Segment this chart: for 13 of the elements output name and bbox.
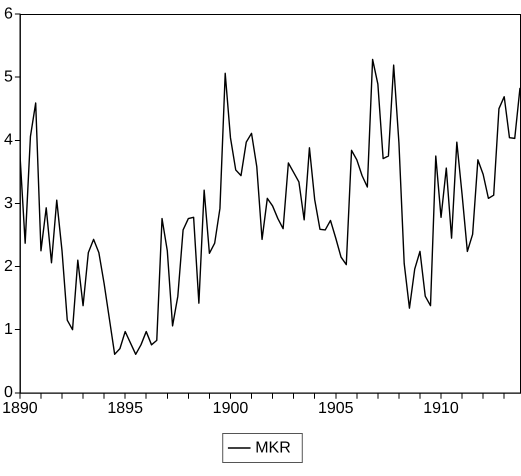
y-tick-label: 6 — [4, 5, 13, 22]
y-tick-label: 4 — [4, 132, 13, 149]
x-tick-label: 1895 — [107, 400, 144, 417]
legend-label: MKR — [255, 439, 291, 456]
y-tick-label: 5 — [4, 68, 13, 86]
y-tick-label: 2 — [4, 258, 13, 275]
x-tick-label: 1900 — [212, 400, 248, 417]
x-tick-label: 1905 — [318, 400, 354, 417]
x-tick-label: 1890 — [2, 400, 38, 417]
y-tick-label: 3 — [4, 194, 13, 212]
x-tick-label: 1910 — [423, 400, 459, 417]
y-tick-label: 0 — [4, 384, 13, 402]
y-tick-label: 1 — [4, 321, 13, 338]
